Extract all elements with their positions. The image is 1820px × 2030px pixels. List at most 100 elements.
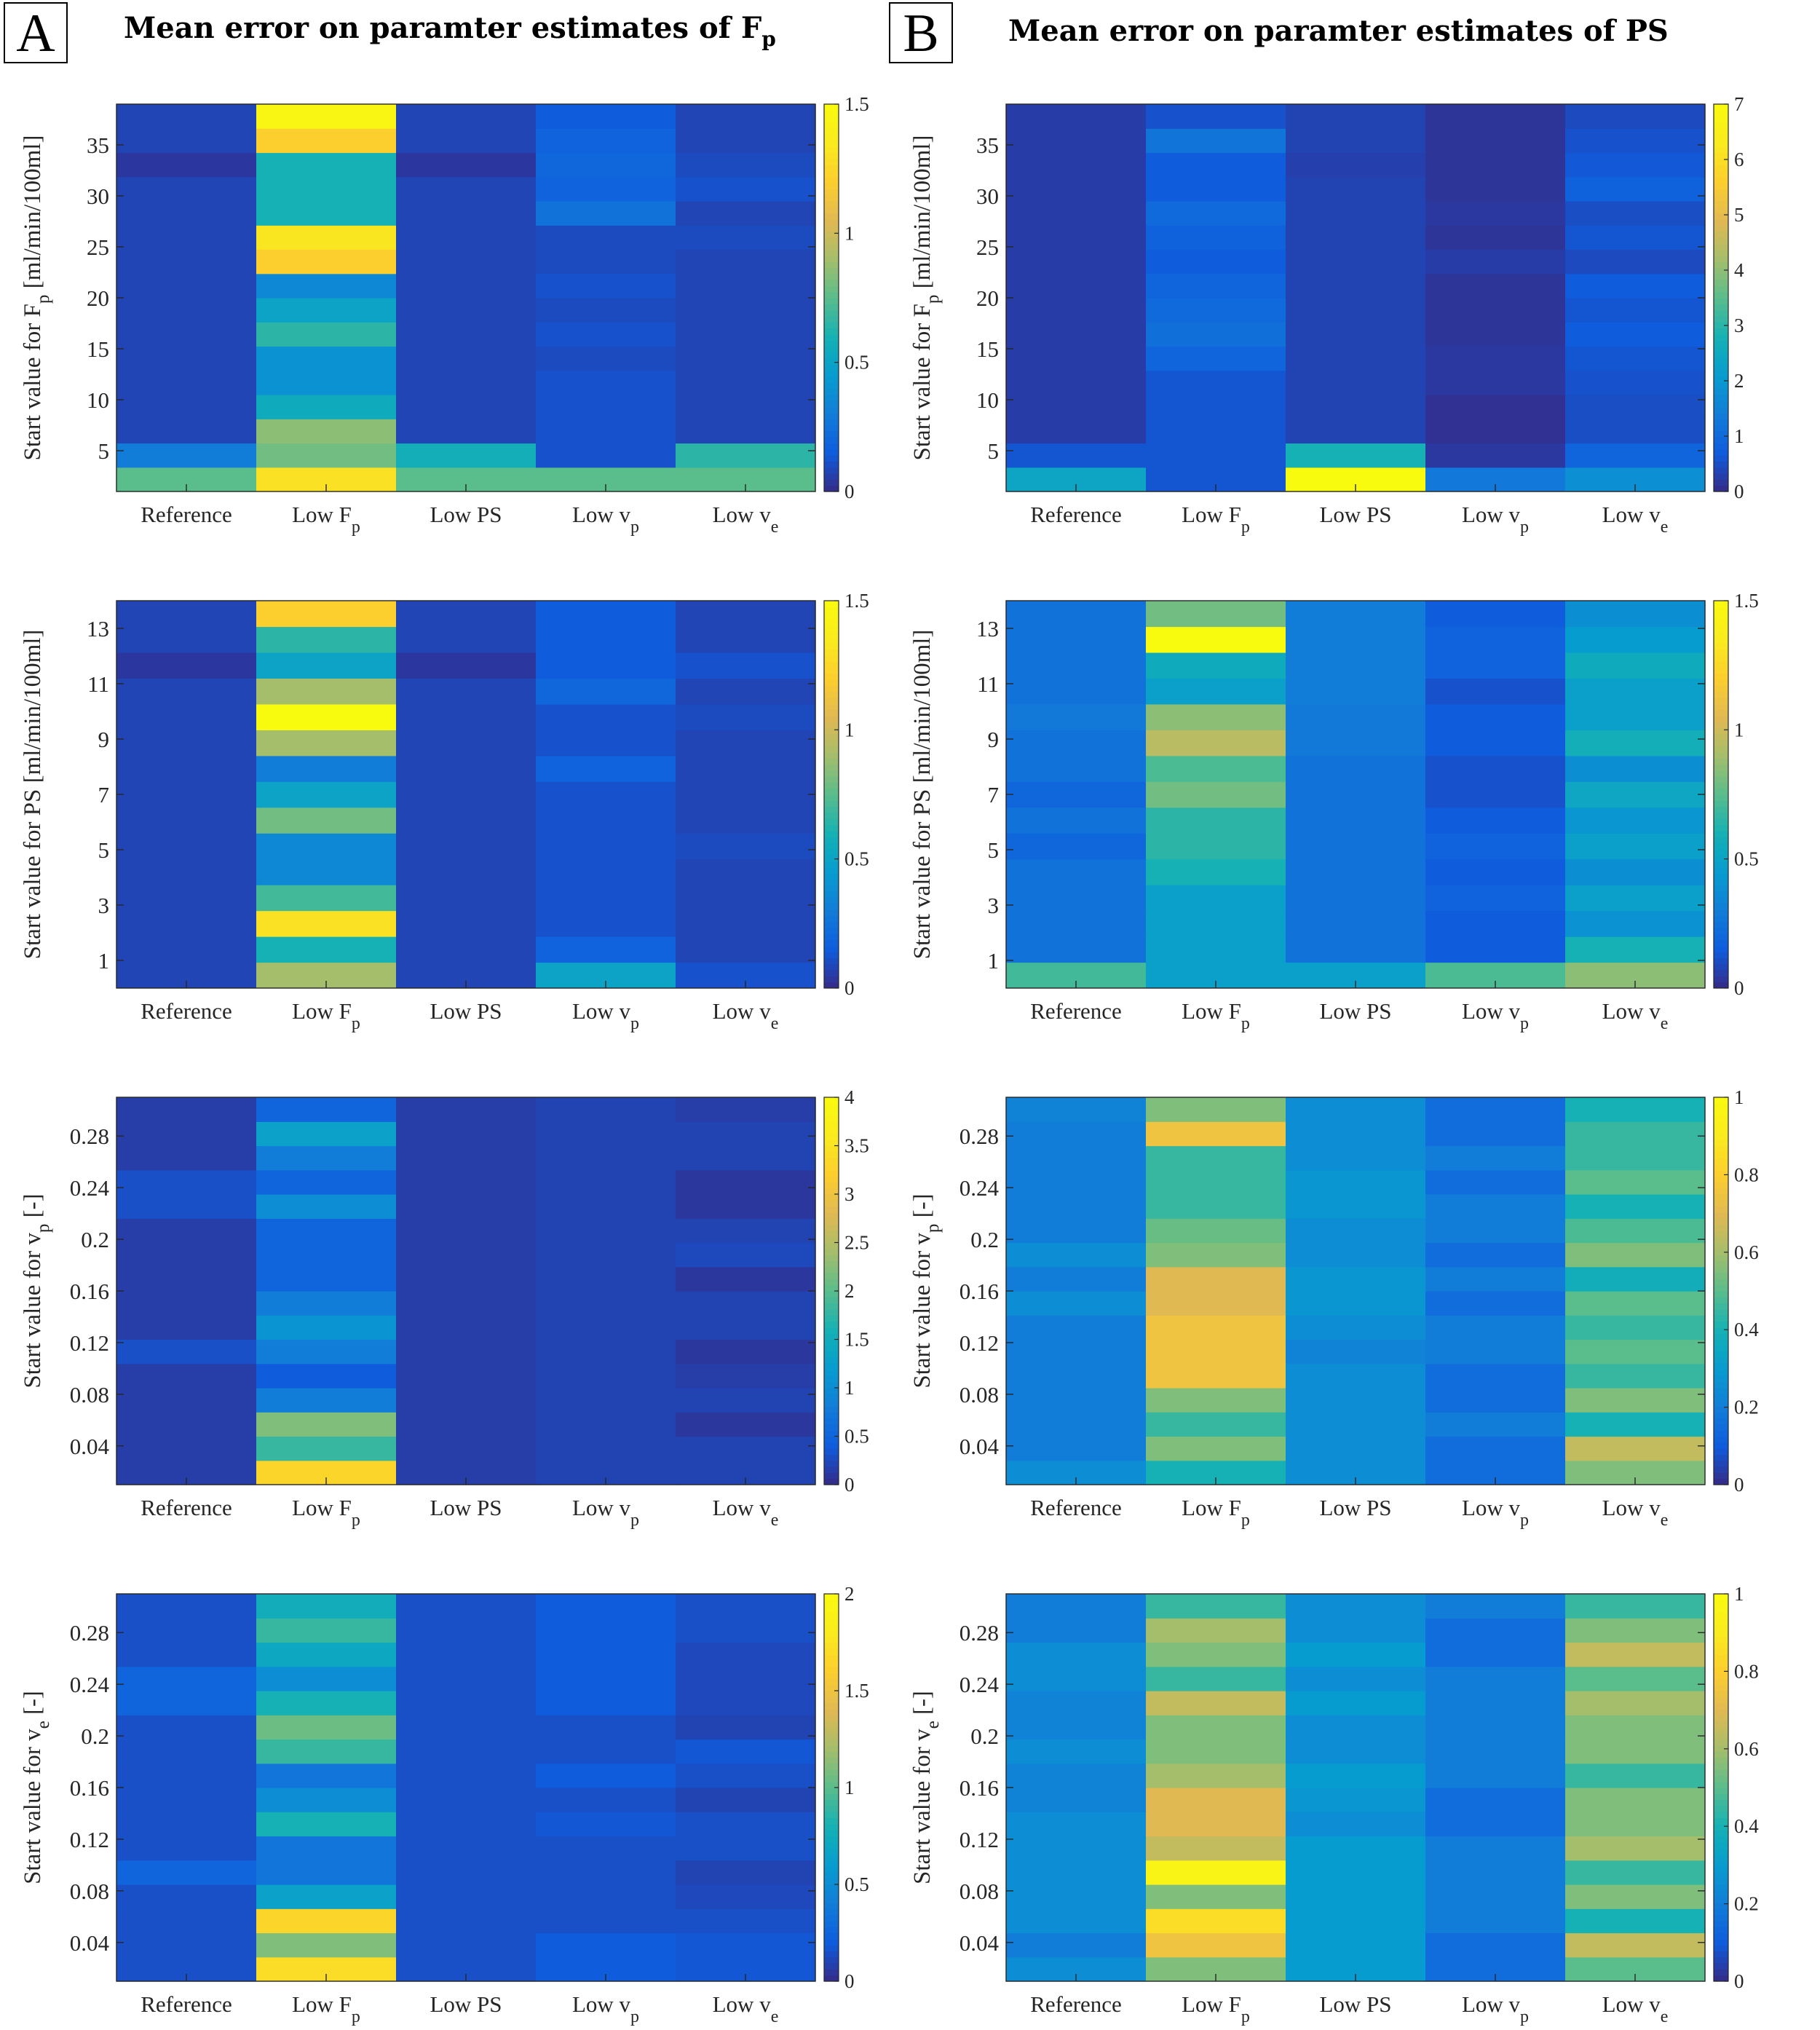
heatmap-cell	[536, 1691, 676, 1715]
colorbar-segment	[824, 1799, 839, 1806]
colorbar-tick-label: 4	[1734, 259, 1744, 281]
heatmap-cell	[396, 346, 537, 371]
heatmap-cell	[1565, 1860, 1706, 1885]
heatmap-cell	[1565, 1194, 1706, 1219]
heatmap-cell	[1146, 1932, 1286, 1958]
heatmap-cell	[1286, 225, 1426, 250]
heatmap-cell	[1425, 443, 1566, 468]
colorbar-segment	[824, 782, 839, 789]
colorbar-segment	[824, 243, 839, 250]
heatmap-cell	[536, 1932, 676, 1958]
x-tick-label-main: Low PS	[430, 1495, 502, 1520]
colorbar-segment	[1714, 461, 1728, 468]
heatmap-cell	[1006, 1594, 1147, 1619]
colorbar-segment	[1714, 1956, 1728, 1964]
heatmap-cell	[256, 201, 397, 226]
colorbar-segment	[824, 1375, 839, 1383]
y-axis-label-tail: [ml/min/100ml]	[20, 135, 46, 295]
heatmap-cell	[116, 395, 257, 419]
colorbar-segment	[1714, 328, 1728, 335]
colorbar-segment	[1714, 837, 1728, 844]
colorbar-segment	[1714, 183, 1728, 189]
colorbar-frame	[1713, 1593, 1729, 1982]
colorbar-segment	[824, 455, 839, 462]
heatmap-cell	[116, 322, 257, 347]
heatmap-cell	[396, 1169, 537, 1195]
x-tick-label: Low ve	[713, 502, 779, 537]
colorbar-segment	[824, 176, 839, 183]
heatmap-cell	[1006, 678, 1147, 705]
colorbar-segment	[1714, 1218, 1728, 1225]
y-tick-label: 0.12	[70, 1827, 109, 1852]
colorbar-segment	[824, 1902, 839, 1909]
colorbar-segment	[824, 1660, 839, 1667]
colorbar: 0 0.5 1 1.5 2 2.5 3 3.5 4	[823, 1086, 869, 1496]
y-tick-label: 0.08	[960, 1879, 999, 1904]
x-tick-label-main: Low v	[572, 1495, 631, 1520]
heatmap-cell	[396, 1315, 537, 1340]
colorbar-segment	[1714, 1357, 1728, 1364]
heatmap-cell	[1565, 298, 1706, 323]
y-axis-label-main: Start value for F	[909, 304, 935, 460]
x-tick-label-sub: e	[771, 1511, 779, 1530]
x-tick-label-main: Low v	[572, 1991, 631, 2017]
colorbar-segment	[824, 976, 839, 983]
y-tick-label: 0.28	[70, 1620, 109, 1646]
heatmap-cell	[1425, 1315, 1566, 1340]
colorbar-segment	[1714, 1648, 1728, 1655]
heatmap-cell	[116, 1194, 257, 1219]
heatmap-cell	[1286, 1666, 1426, 1691]
colorbar-segment	[1714, 1448, 1728, 1456]
colorbar-segment	[1714, 1418, 1728, 1425]
heatmap-cell	[1425, 1666, 1566, 1691]
heatmap-cell	[1425, 298, 1566, 323]
heatmap-cell	[396, 885, 537, 912]
x-tick-label-sub: p	[352, 2007, 360, 2026]
heatmap-cell	[1565, 1388, 1706, 1413]
heatmap-cell	[1565, 1932, 1706, 1958]
colorbar-segment	[824, 1751, 839, 1758]
colorbar-segment	[1714, 1176, 1728, 1182]
colorbar-segment	[1714, 873, 1728, 880]
heatmap-cell	[1425, 225, 1566, 250]
y-axis-label: Start value for Fp [ml/min/100ml]	[20, 135, 53, 461]
colorbar-segment	[824, 1745, 839, 1752]
colorbar-tick-label: 0.6	[1734, 1738, 1759, 1760]
colorbar-segment	[1714, 625, 1728, 632]
colorbar-segment	[824, 861, 839, 868]
heatmap-cell	[1006, 128, 1147, 154]
heatmap-cell	[1565, 443, 1706, 468]
heatmap-cell	[256, 1242, 397, 1268]
heatmap-cell	[1565, 1594, 1706, 1619]
colorbar-segment	[1714, 1381, 1728, 1389]
colorbar-tick-label: 2	[844, 1280, 855, 1302]
heatmap-cell	[256, 225, 397, 250]
heatmap-cell	[1006, 626, 1147, 653]
heatmap-cell	[676, 1097, 816, 1122]
heatmap-cell	[1146, 1908, 1286, 1934]
colorbar-tick-label: 0.4	[1734, 1319, 1759, 1340]
heatmap-cell	[1425, 370, 1566, 395]
colorbar-segment	[1714, 225, 1728, 232]
colorbar-segment	[824, 285, 839, 293]
colorbar-segment	[1714, 709, 1728, 716]
x-tick-label: Low ve	[713, 998, 779, 1033]
heatmap-cell	[116, 201, 257, 226]
heatmap-cell	[536, 703, 676, 730]
x-tick-label-main: Reference	[141, 1991, 232, 2017]
colorbar-segment	[824, 1466, 839, 1473]
heatmap-cell	[1565, 225, 1706, 250]
heatmap-cell	[1006, 730, 1147, 757]
x-tick-label-main: Low PS	[1319, 502, 1391, 527]
x-tick-label-sub: e	[771, 518, 779, 537]
colorbar-segment	[1714, 443, 1728, 450]
colorbar-segment	[1714, 1370, 1728, 1376]
colorbar-segment	[1714, 116, 1728, 123]
heatmap-cell	[676, 1763, 816, 1788]
x-tick-label-main: Low v	[1462, 502, 1521, 527]
colorbar-segment	[824, 607, 839, 614]
heatmap-cell	[536, 1908, 676, 1934]
colorbar-segment	[824, 655, 839, 662]
colorbar-segment	[824, 1654, 839, 1662]
